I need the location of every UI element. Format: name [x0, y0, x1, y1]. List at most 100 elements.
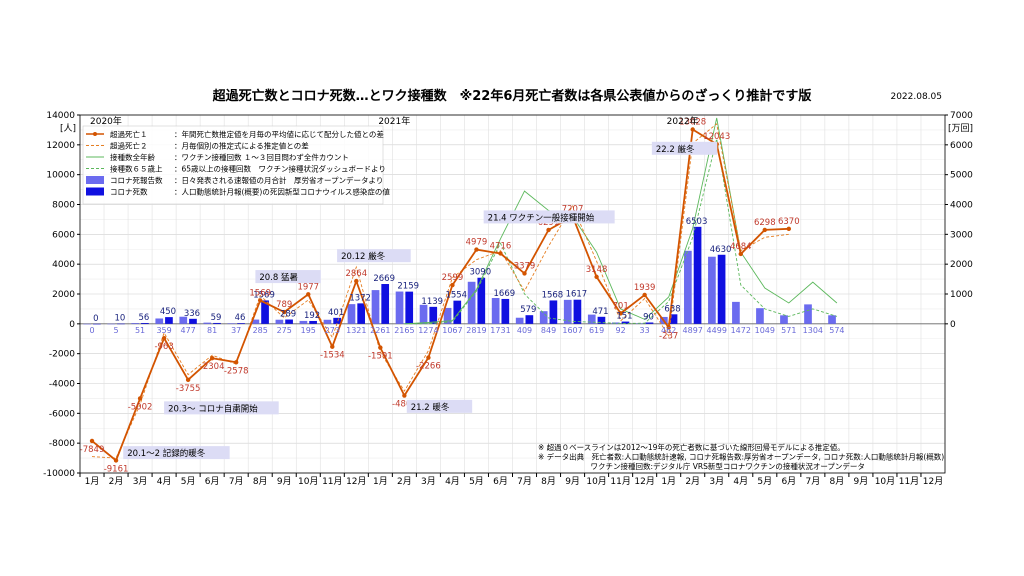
- left-axis-unit: [人]: [60, 123, 76, 134]
- excess-label: 2864: [345, 269, 367, 279]
- bar-death-label: 450: [160, 307, 176, 317]
- year-label: 2022年: [667, 115, 699, 127]
- bar-report-label: 275: [277, 326, 292, 335]
- excess-label: -2266: [416, 362, 441, 372]
- bar-corona-report: [251, 319, 260, 324]
- bar-corona-death: [597, 316, 606, 324]
- bar-corona-report: [347, 304, 356, 324]
- line-excess-1-point: [209, 356, 215, 361]
- line-excess-1-point: [522, 271, 527, 276]
- legend-label: 接種数全年齢: [110, 152, 155, 162]
- legend-desc: ：年間死亡数推定値を月毎の平均値に応じて配分した値との差: [174, 129, 384, 139]
- bar-report-label: 1067: [442, 326, 462, 335]
- excess-label: 3148: [586, 265, 608, 275]
- excess-label: -1534: [320, 351, 345, 361]
- x-tick-label: 3月: [709, 476, 724, 487]
- bar-death-label: 471: [592, 307, 608, 317]
- excess-label: 789: [276, 300, 292, 310]
- bar-death-label: 1669: [494, 289, 516, 299]
- bar-corona-report: [828, 315, 836, 324]
- bar-corona-death: [117, 323, 125, 325]
- bar-corona-report: [611, 322, 620, 324]
- bar-death-label: 192: [304, 311, 320, 321]
- y2-tick-label: 1000: [950, 290, 973, 300]
- line-excess-1-point: [498, 251, 503, 256]
- line-vaccine-65: [404, 138, 838, 325]
- bar-corona-death: [453, 300, 462, 324]
- x-tick-label: 6月: [493, 476, 508, 487]
- line-excess-1-point: [354, 278, 359, 284]
- x-tick-label: 8月: [830, 476, 845, 487]
- line-excess-1-point: [690, 127, 695, 132]
- bar-corona-report: [395, 291, 404, 324]
- line-excess-1-point: [258, 298, 263, 303]
- y-tick-label: -6000: [49, 409, 75, 419]
- annotation-text: 21.4 ワクチン一般接種開始: [488, 212, 595, 223]
- bar-corona-death: [525, 315, 534, 324]
- x-tick-label: 3月: [133, 476, 148, 487]
- x-tick-label: 9月: [565, 476, 580, 487]
- bar-death-label: 1372: [349, 293, 371, 303]
- line-excess-1-point: [282, 309, 287, 315]
- bar-report-label: 285: [253, 326, 268, 335]
- x-tick-label: 10月: [875, 476, 895, 487]
- x-tick-label: 1月: [373, 476, 388, 487]
- bar-report-label: 1304: [803, 326, 823, 335]
- bar-report-label: 359: [156, 326, 171, 335]
- line-vaccine-all: [404, 117, 838, 325]
- bar-report-label: 2165: [394, 326, 414, 335]
- bar-death-label: 401: [328, 308, 344, 318]
- line-excess-1-point: [161, 335, 167, 341]
- line-excess-1-point: [426, 355, 431, 360]
- bar-report-label: 574: [829, 326, 844, 335]
- excess-label: 1977: [297, 282, 319, 292]
- line-excess-1-point: [450, 282, 455, 288]
- line-excess-1-point: [233, 360, 239, 365]
- bar-corona-death: [189, 318, 197, 324]
- x-tick-label: 7月: [805, 476, 820, 487]
- legend-desc: ：65歳以上の接種回数 ワクチン接種状況ダッシュボードより: [174, 164, 386, 174]
- bar-corona-death: [405, 291, 414, 324]
- bar-death-label: 2159: [397, 282, 419, 292]
- bar-report-label: 849: [541, 326, 556, 335]
- bar-report-label: 195: [301, 326, 316, 335]
- bar-corona-report: [539, 311, 548, 324]
- bar-corona-death: [477, 277, 486, 324]
- bar-corona-death: [429, 306, 438, 324]
- bar-corona-death: [261, 300, 269, 324]
- x-tick-label: 7月: [517, 476, 532, 487]
- excess-label: 1939: [634, 283, 656, 293]
- y-tick-label: 12000: [46, 141, 75, 151]
- excess-label: 1569: [249, 288, 271, 298]
- y-tick-label: 4000: [52, 260, 75, 270]
- line-excess-1-point: [762, 227, 767, 233]
- x-tick-label: 12月: [634, 476, 654, 487]
- y2-tick-label: 7000: [950, 111, 973, 121]
- bar-corona-death: [333, 317, 341, 324]
- bar-death-label: 579: [520, 305, 536, 315]
- data-labels: 0010556514503593364775981463715692852892…: [80, 117, 845, 474]
- x-tick-label: 4月: [733, 476, 748, 487]
- x-tick-label: 3月: [421, 476, 436, 487]
- x-tick-label: 1月: [661, 476, 676, 487]
- bar-death-label: 59: [211, 313, 222, 323]
- year-label: 2021年: [378, 115, 410, 127]
- excess-label: -1591: [368, 352, 393, 362]
- bar-report-label: 0: [89, 326, 94, 335]
- bar-corona-report: [227, 323, 236, 324]
- legend-box: [82, 125, 384, 205]
- bar-report-label: 1472: [731, 326, 751, 335]
- annotation-text: 20.12 厳冬: [341, 251, 386, 262]
- bar-corona-report: [419, 304, 428, 324]
- notes: ※ 超過０ベースラインは2012〜19年の死亡者数に基づいた線形回帰モデルによる…: [538, 442, 944, 471]
- bar-corona-report: [83, 323, 92, 325]
- bar-corona-death: [549, 300, 558, 324]
- bar-report-label: 409: [517, 326, 532, 335]
- line-excess-1-point: [185, 377, 191, 383]
- bar-death-label: 1569: [253, 290, 275, 300]
- y-tick-label: -4000: [49, 380, 75, 390]
- excess-label: 6298: [754, 218, 776, 228]
- annotation-box: [255, 270, 321, 284]
- x-tick-label: 5月: [181, 476, 196, 487]
- annotation-text: 21.2 暖冬: [411, 402, 450, 413]
